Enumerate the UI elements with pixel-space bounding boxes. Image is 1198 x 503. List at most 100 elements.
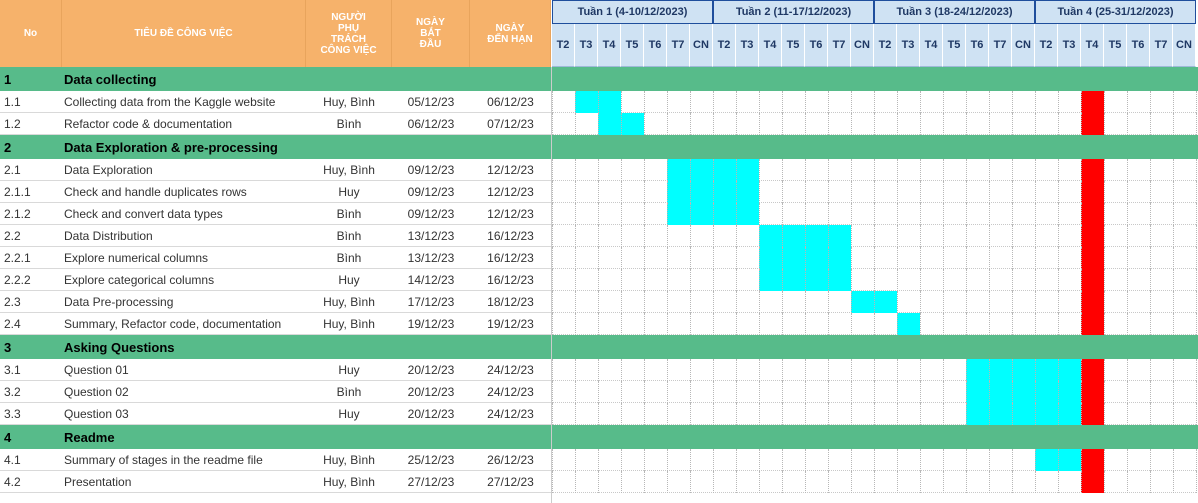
task-due-date[interactable]: 12/12/23 xyxy=(487,163,534,177)
section-title[interactable]: Asking Questions xyxy=(64,339,175,355)
task-number[interactable]: 2.4 xyxy=(4,317,21,331)
task-start-date[interactable]: 06/12/23 xyxy=(407,117,455,131)
week-header-2[interactable]: Tuần 2 (11-17/12/2023) xyxy=(713,0,874,24)
task-number[interactable]: 4.2 xyxy=(4,475,21,489)
task-title[interactable]: Question 01 xyxy=(64,363,129,377)
section-title[interactable]: Data collecting xyxy=(64,71,157,87)
task-title[interactable]: Question 02 xyxy=(64,385,129,399)
task-start-date[interactable]: 27/12/23 xyxy=(407,475,455,489)
task-start-date[interactable]: 20/12/23 xyxy=(407,407,455,421)
day-header[interactable]: T2 xyxy=(874,24,897,67)
task-due-date[interactable]: 07/12/23 xyxy=(487,117,534,131)
task-due-date[interactable]: 06/12/23 xyxy=(487,95,534,109)
task-start-date[interactable]: 13/12/23 xyxy=(407,229,455,243)
task-title[interactable]: Summary, Refactor code, documentation xyxy=(64,317,282,331)
task-due-date[interactable]: 16/12/23 xyxy=(487,273,534,287)
day-header[interactable]: T7 xyxy=(828,24,851,67)
task-title[interactable]: Explore categorical columns xyxy=(64,273,215,287)
day-header[interactable]: T5 xyxy=(943,24,966,67)
task-number[interactable]: 1.2 xyxy=(4,117,21,131)
task-title[interactable]: Check and handle duplicates rows xyxy=(64,185,247,199)
week-header-3[interactable]: Tuần 3 (18-24/12/2023) xyxy=(874,0,1035,24)
task-due-date[interactable]: 12/12/23 xyxy=(487,207,534,221)
task-start-date[interactable]: 25/12/23 xyxy=(407,453,455,467)
task-start-date[interactable]: 17/12/23 xyxy=(407,295,455,309)
day-header[interactable]: T5 xyxy=(782,24,805,67)
day-header[interactable]: T5 xyxy=(1104,24,1127,67)
task-owner[interactable]: Bình xyxy=(336,229,362,243)
task-start-date[interactable]: 20/12/23 xyxy=(407,363,455,377)
task-number[interactable]: 2.2.1 xyxy=(4,251,31,265)
task-start-date[interactable]: 05/12/23 xyxy=(407,95,455,109)
task-title[interactable]: Data Pre-processing xyxy=(64,295,174,309)
task-due-date[interactable]: 24/12/23 xyxy=(487,363,534,377)
gantt-bar[interactable] xyxy=(966,381,1081,403)
task-start-date[interactable]: 09/12/23 xyxy=(407,163,455,177)
task-owner[interactable]: Huy, Bình xyxy=(323,453,375,467)
section-number[interactable]: 4 xyxy=(4,429,12,445)
day-header[interactable]: CN xyxy=(851,24,874,67)
task-due-date[interactable]: 27/12/23 xyxy=(487,475,534,489)
task-due-date[interactable]: 24/12/23 xyxy=(487,407,534,421)
task-title[interactable]: Collecting data from the Kaggle website xyxy=(64,95,276,109)
day-header[interactable]: T6 xyxy=(1127,24,1150,67)
task-owner[interactable]: Bình xyxy=(336,385,362,399)
task-number[interactable]: 2.2 xyxy=(4,229,21,243)
task-number[interactable]: 1.1 xyxy=(4,95,21,109)
task-number[interactable]: 2.1.1 xyxy=(4,185,31,199)
gantt-bar[interactable] xyxy=(966,359,1081,381)
header-start-date[interactable]: NGÀY BẮT ĐẦU xyxy=(392,0,470,67)
task-start-date[interactable]: 13/12/23 xyxy=(407,251,455,265)
task-title[interactable]: Question 03 xyxy=(64,407,129,421)
task-number[interactable]: 2.2.2 xyxy=(4,273,31,287)
week-header-4[interactable]: Tuần 4 (25-31/12/2023) xyxy=(1035,0,1196,24)
task-title[interactable]: Refactor code & documentation xyxy=(64,117,233,131)
day-header[interactable]: T4 xyxy=(598,24,621,67)
task-number[interactable]: 2.1.2 xyxy=(4,207,31,221)
task-number[interactable]: 2.1 xyxy=(4,163,21,177)
task-due-date[interactable]: 16/12/23 xyxy=(487,251,534,265)
task-owner[interactable]: Huy, Bình xyxy=(323,95,375,109)
header-owner[interactable]: NGƯỜI PHỤ TRÁCH CÔNG VIỆC xyxy=(306,0,392,67)
gantt-bar[interactable] xyxy=(897,313,920,335)
task-owner[interactable]: Huy, Bình xyxy=(323,295,375,309)
task-due-date[interactable]: 12/12/23 xyxy=(487,185,534,199)
section-title[interactable]: Data Exploration & pre-processing xyxy=(64,139,278,155)
section-number[interactable]: 2 xyxy=(4,139,12,155)
gantt-bar[interactable] xyxy=(966,403,1081,425)
task-start-date[interactable]: 09/12/23 xyxy=(407,185,455,199)
task-number[interactable]: 4.1 xyxy=(4,453,21,467)
day-header[interactable]: T2 xyxy=(713,24,736,67)
day-header[interactable]: T3 xyxy=(736,24,759,67)
header-title[interactable]: TIÊU ĐỀ CÔNG VIỆC xyxy=(62,0,306,67)
header-no[interactable]: No xyxy=(0,0,62,67)
day-header[interactable]: T4 xyxy=(759,24,782,67)
task-number[interactable]: 3.1 xyxy=(4,363,21,377)
task-title[interactable]: Data Distribution xyxy=(64,229,153,243)
task-owner[interactable]: Huy xyxy=(338,407,360,421)
task-owner[interactable]: Bình xyxy=(336,251,362,265)
section-number[interactable]: 3 xyxy=(4,339,12,355)
task-start-date[interactable]: 09/12/23 xyxy=(407,207,455,221)
day-header[interactable]: T7 xyxy=(1150,24,1173,67)
task-due-date[interactable]: 26/12/23 xyxy=(487,453,534,467)
day-header[interactable]: T4 xyxy=(920,24,943,67)
task-owner[interactable]: Bình xyxy=(336,117,362,131)
task-title[interactable]: Check and convert data types xyxy=(64,207,223,221)
task-owner[interactable]: Huy, Bình xyxy=(323,163,375,177)
section-title[interactable]: Readme xyxy=(64,429,115,445)
day-header[interactable]: T6 xyxy=(644,24,667,67)
day-header[interactable]: CN xyxy=(1173,24,1196,67)
day-header[interactable]: T2 xyxy=(1035,24,1058,67)
day-header[interactable]: T7 xyxy=(667,24,690,67)
task-owner[interactable]: Huy xyxy=(338,273,360,287)
task-due-date[interactable]: 19/12/23 xyxy=(487,317,534,331)
task-number[interactable]: 3.3 xyxy=(4,407,21,421)
task-title[interactable]: Summary of stages in the readme file xyxy=(64,453,263,467)
task-owner[interactable]: Huy, Bình xyxy=(323,475,375,489)
header-due-date[interactable]: NGÀY ĐẾN HẠN xyxy=(470,0,551,67)
task-owner[interactable]: Bình xyxy=(336,207,362,221)
task-title[interactable]: Data Exploration xyxy=(64,163,153,177)
day-header[interactable]: CN xyxy=(1012,24,1035,67)
day-header[interactable]: T3 xyxy=(1058,24,1081,67)
